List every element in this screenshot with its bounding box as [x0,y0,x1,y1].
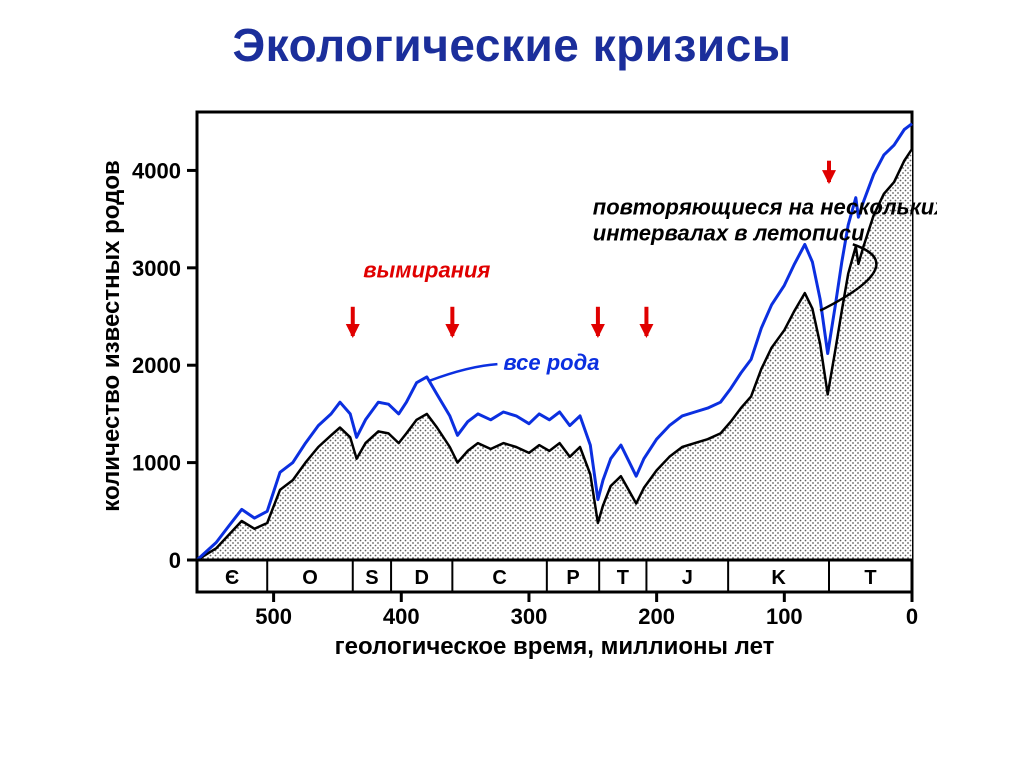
extinction-arrowhead [591,324,605,338]
extinctions-label: вымирания [363,258,490,283]
x-tick-label: 300 [511,604,548,629]
extinction-arrowhead [822,170,836,184]
y-tick-label: 3000 [132,256,181,281]
period-label: P [566,567,579,589]
repeating-label-line2: интервалах в летописи [593,220,865,245]
extinction-arrowhead [346,324,360,338]
all-genera-pointer [429,364,497,381]
x-tick-label: 200 [638,604,675,629]
x-axis-title: геологическое время, миллионы лет [335,633,775,660]
x-tick-label: 0 [906,604,918,629]
period-label: Є [225,567,239,589]
period-label: S [365,567,378,589]
page-title: Экологические кризисы [0,18,1024,72]
x-tick-label: 500 [255,604,292,629]
period-label: J [682,567,693,589]
period-label: O [302,567,318,589]
extinction-arrowhead [639,324,653,338]
y-axis-title: количество известных родов [98,160,125,512]
all-genera-label: все рода [503,350,599,375]
period-label: C [492,567,506,589]
y-tick-label: 4000 [132,158,181,183]
repeating-label-line1: повторяющиеся на нескольких [593,194,937,219]
y-tick-label: 0 [169,548,181,573]
period-label: K [771,567,786,589]
y-tick-label: 2000 [132,353,181,378]
extinctions-chart: ЄOSDCPTJKT010002000300040005004003002001… [87,92,937,692]
period-label: T [864,567,876,589]
extinction-arrowhead [445,324,459,338]
x-tick-label: 100 [766,604,803,629]
y-tick-label: 1000 [132,451,181,476]
period-label: T [617,567,629,589]
period-label: D [414,567,428,589]
x-tick-label: 400 [383,604,420,629]
